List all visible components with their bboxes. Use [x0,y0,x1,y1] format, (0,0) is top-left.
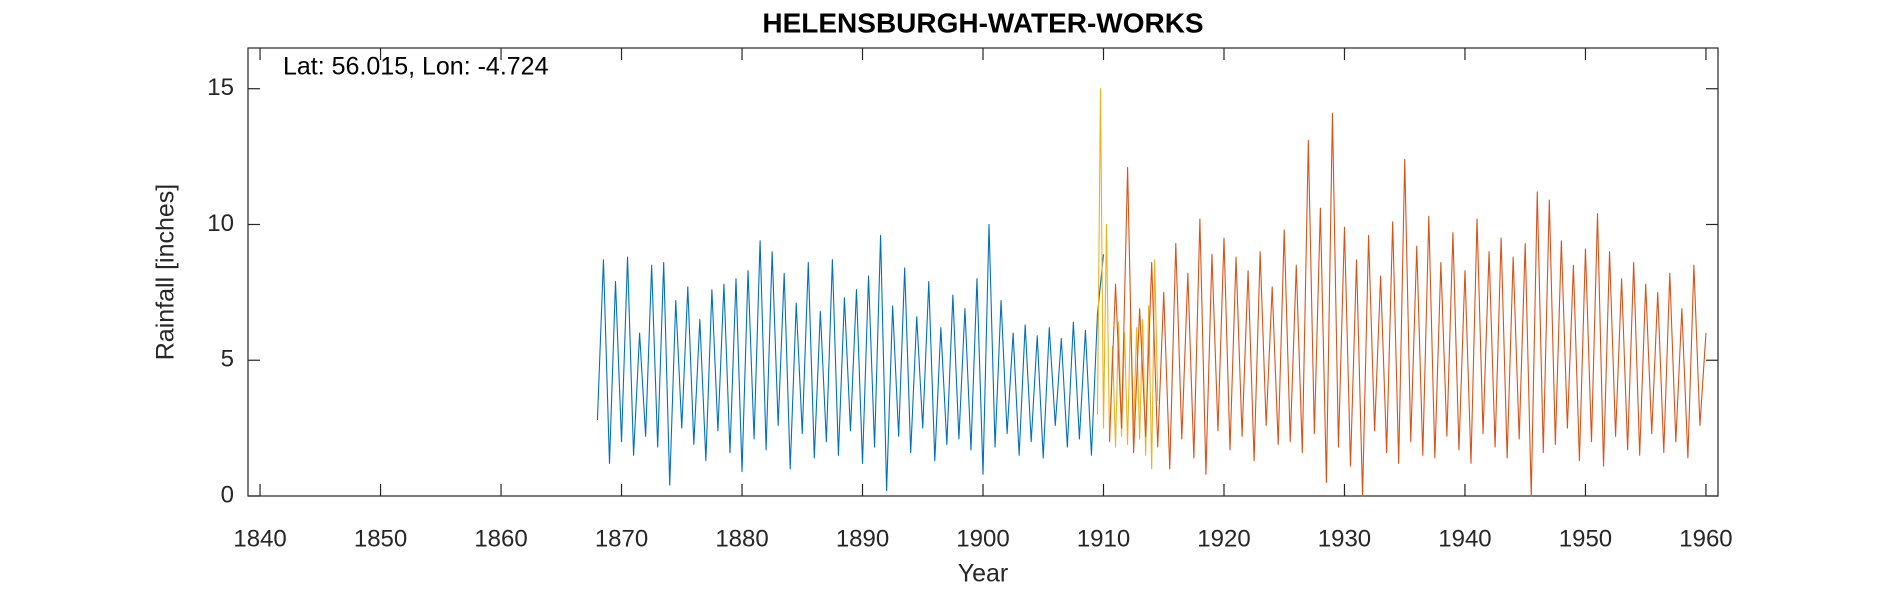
x-tick-label: 1920 [1197,525,1250,552]
rainfall-line [1108,112,1707,497]
plot-box [247,47,1719,497]
x-tick-label: 1840 [233,525,286,552]
rainfall-line [596,223,1105,492]
chart-title: HELENSBURGH-WATER-WORKS [762,7,1203,38]
y-tick-label: 15 [207,74,234,101]
annotation: Lat: 56.015, Lon: -4.724 [283,53,549,81]
rainfall-line [1096,88,1159,470]
x-tick-label: 1900 [956,525,1009,552]
x-tick-label: 1870 [595,525,648,552]
y-tick-label: 10 [207,210,234,237]
x-tick-label: 1860 [474,525,527,552]
x-tick-label: 1910 [1077,525,1130,552]
x-tick-label: 1940 [1438,525,1491,552]
x-tick-label: 1880 [715,525,768,552]
x-tick-label: 1950 [1559,525,1612,552]
x-axis-label: Year [958,560,1009,588]
x-tick-label: 1890 [836,525,889,552]
x-tick-label: 1960 [1679,525,1732,552]
y-tick-label: 0 [221,481,234,508]
y-tick-label: 5 [221,346,234,373]
x-tick-label: 1850 [354,525,407,552]
x-tick-label: 1930 [1318,525,1371,552]
y-axis-label: Rainfall [inches] [152,184,180,360]
